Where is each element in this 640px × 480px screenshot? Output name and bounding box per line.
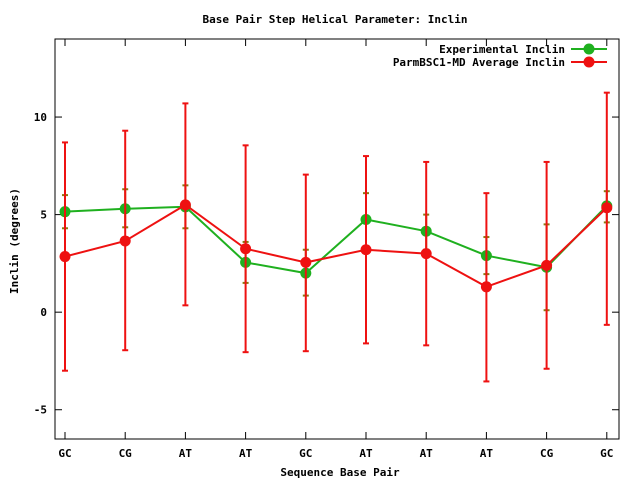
series-parmbsc1-md [59,91,613,383]
x-tick-label: AT [480,447,494,460]
x-tick-label: GC [58,447,71,460]
legend-marker [583,43,595,55]
x-tick-label: AT [239,447,253,460]
chart-title: Base Pair Step Helical Parameter: Inclin [203,13,468,26]
legend-marker [583,56,595,68]
data-point [300,256,312,268]
x-tick-label: CG [119,447,133,460]
legend-label: ParmBSC1-MD Average Inclin [393,56,565,69]
data-point [360,244,372,256]
x-axis-label: Sequence Base Pair [280,466,400,479]
y-tick-label: 5 [40,209,47,222]
plot-frame [54,38,620,440]
data-point [480,281,492,293]
x-tick-label: AT [420,447,434,460]
x-tick-label: GC [600,447,613,460]
series-experimental [59,184,613,312]
x-tick-label: AT [359,447,373,460]
x-tick-label: CG [540,447,554,460]
y-tick-label: -5 [34,404,47,417]
data-point [119,235,131,247]
y-tick-label: 0 [40,306,47,319]
data-point [541,259,553,271]
legend-label: Experimental Inclin [439,43,565,56]
axis-ticks: -5 0 5 10 GC CG AT AT GC AT AT AT CG GC [34,39,619,460]
data-point [179,199,191,211]
plot-axes [54,38,620,440]
x-tick-label: GC [299,447,312,460]
y-tick-label: 10 [34,111,47,124]
data-point [420,248,432,260]
plot-series [59,91,613,383]
y-axis-label: Inclin (degrees) [8,188,21,294]
x-tick-label: AT [179,447,193,460]
series-line [64,203,608,288]
data-point [601,202,613,214]
data-point [59,251,71,263]
data-point [240,243,252,255]
series-line [64,205,608,275]
